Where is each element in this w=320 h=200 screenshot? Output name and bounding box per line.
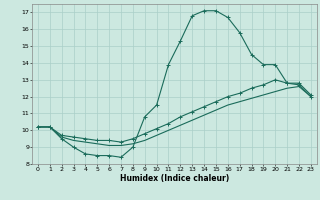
- X-axis label: Humidex (Indice chaleur): Humidex (Indice chaleur): [120, 174, 229, 183]
